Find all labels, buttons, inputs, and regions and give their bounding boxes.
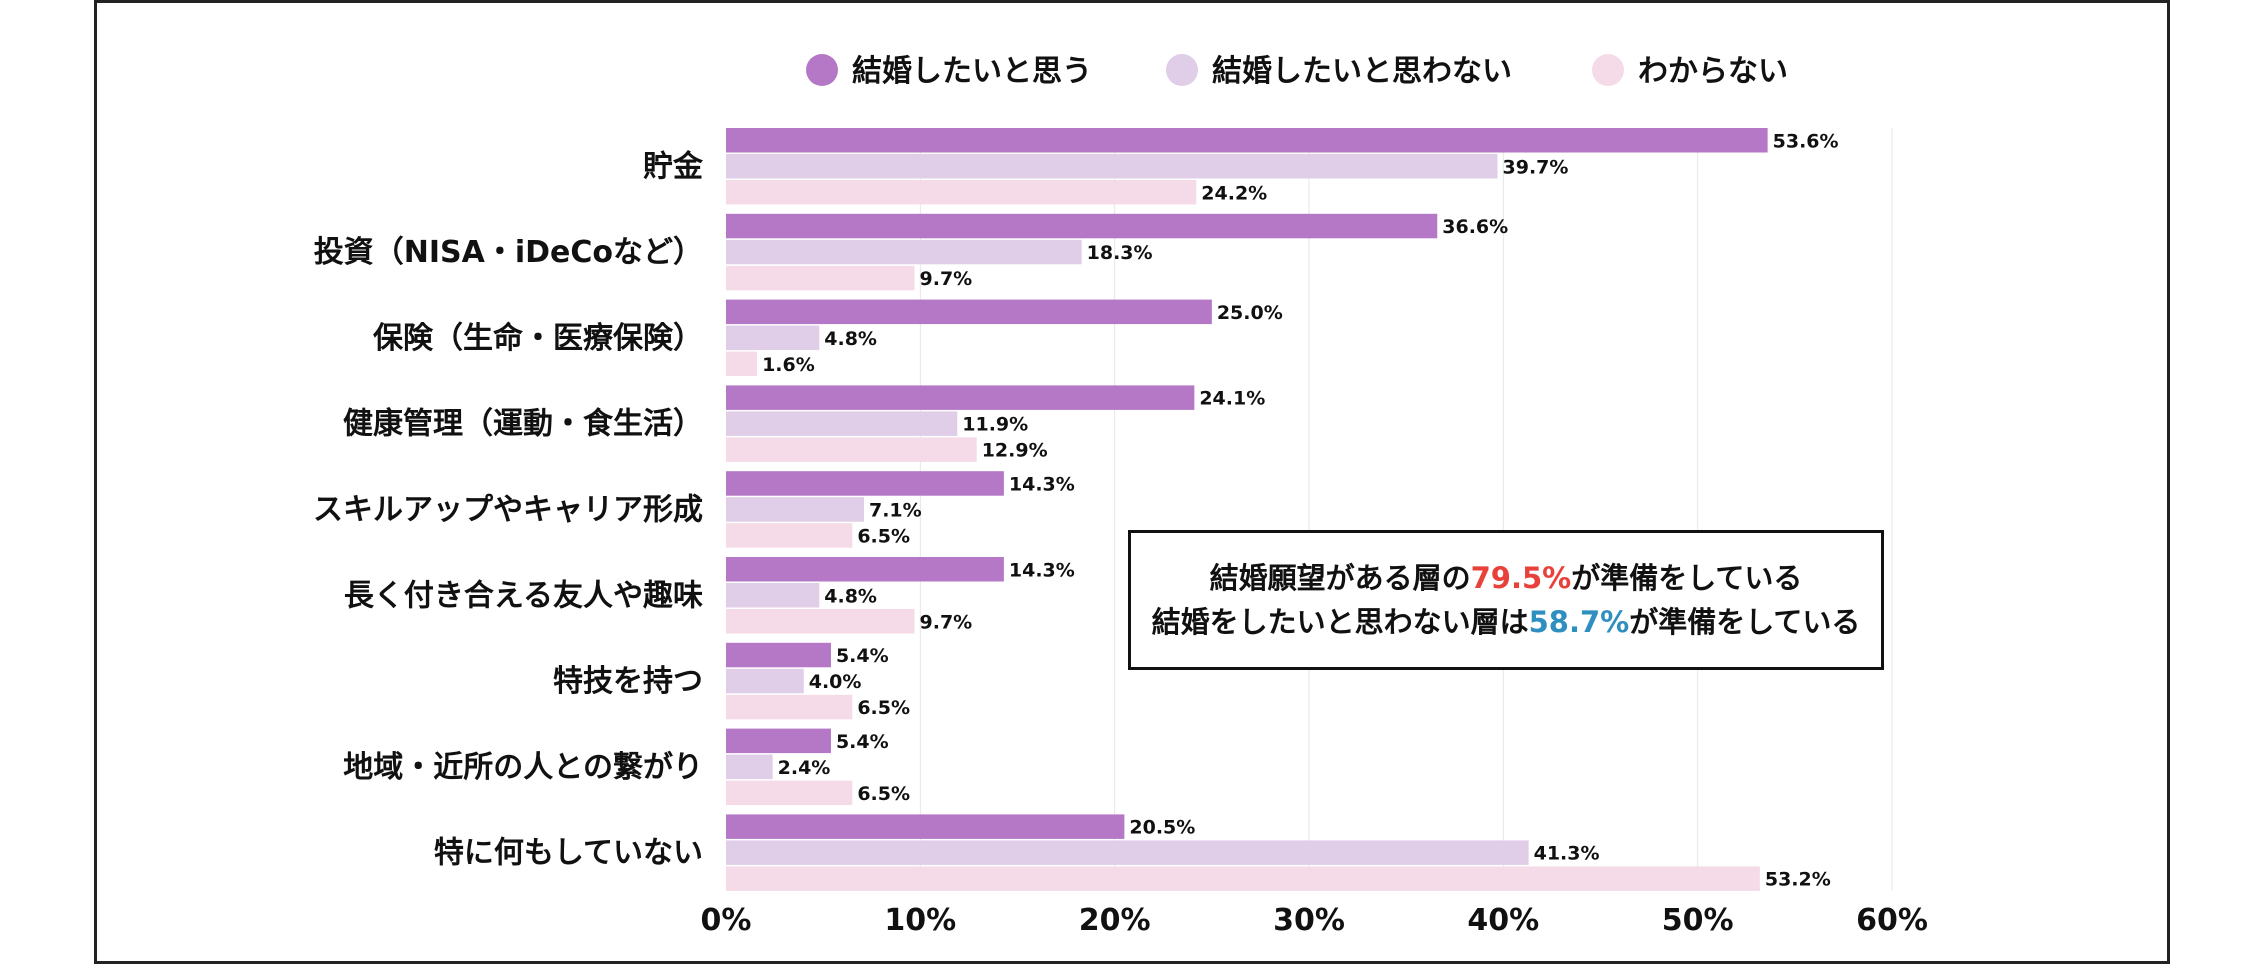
value-label-7-2: 6.5%: [857, 783, 910, 805]
annotation-line-1-post: が準備をしている: [1571, 561, 1803, 595]
bar-0-1: [726, 154, 1498, 179]
bar-0-0: [726, 128, 1768, 153]
bar-5-0: [726, 557, 1004, 582]
value-label-2-1: 4.8%: [824, 328, 877, 350]
value-label-5-0: 14.3%: [1009, 559, 1075, 581]
value-label-2-2: 1.6%: [762, 354, 815, 376]
legend-label-1: 結婚したいと思わない: [1212, 54, 1512, 89]
bar-2-1: [726, 325, 820, 351]
value-label-6-1: 4.0%: [809, 671, 862, 693]
x-axis-ticks: 0% 10% 20% 30% 40% 50% 60%: [701, 903, 1928, 938]
value-label-7-1: 2.4%: [778, 757, 831, 779]
value-label-2-0: 25.0%: [1217, 302, 1283, 324]
bar-7-0: [726, 728, 831, 754]
annotation-box: 結婚願望がある層の79.5%が準備をしている 結婚をしたいと思わない層は58.7…: [1128, 530, 1884, 670]
value-labels: 53.6% 39.7% 24.2% 36.6% 18.3% 9.7% 25.0% 4.8% 1.…: [762, 130, 1838, 890]
value-label-1-2: 9.7%: [920, 268, 973, 290]
bar-4-2: [726, 523, 853, 548]
x-tick-label-1: 10%: [884, 903, 956, 938]
value-label-4-2: 6.5%: [857, 525, 910, 547]
bar-8-0: [726, 814, 1125, 839]
annotation-line-2-post: が準備をしている: [1629, 605, 1861, 639]
annotation-line-2-value: 58.7%: [1528, 605, 1630, 639]
bar-4-1: [726, 497, 864, 522]
value-label-5-1: 4.8%: [824, 585, 877, 607]
value-label-4-0: 14.3%: [1009, 473, 1075, 495]
value-label-8-1: 41.3%: [1534, 843, 1600, 865]
bars: [726, 128, 1768, 891]
legend-marker-0: [806, 54, 838, 86]
category-label-6: 特技を持つ: [553, 664, 703, 699]
x-tick-label-4: 40%: [1467, 903, 1539, 938]
bar-0-2: [726, 180, 1197, 205]
value-label-6-0: 5.4%: [836, 645, 889, 667]
value-label-1-0: 36.6%: [1442, 216, 1508, 238]
x-tick-label-2: 20%: [1079, 903, 1151, 938]
category-label-7: 地域・近所の人との繋がり: [343, 750, 703, 785]
bar-2-2: [726, 351, 758, 377]
value-label-1-1: 18.3%: [1087, 242, 1153, 264]
value-label-7-0: 5.4%: [836, 731, 889, 753]
bar-6-2: [726, 694, 853, 720]
value-label-0-0: 53.6%: [1773, 130, 1839, 152]
legend-label-0: 結婚したいと思う: [852, 54, 1092, 89]
value-label-4-1: 7.1%: [869, 499, 922, 521]
bar-3-0: [726, 385, 1195, 410]
bar-3-1: [726, 411, 958, 436]
value-label-0-1: 39.7%: [1503, 156, 1569, 178]
bar-1-0: [726, 213, 1438, 239]
bar-3-2: [726, 437, 977, 462]
value-label-0-2: 24.2%: [1201, 182, 1267, 204]
x-tick-label-5: 50%: [1662, 903, 1734, 938]
bar-8-2: [726, 866, 1760, 891]
x-tick-label-0: 0%: [701, 903, 752, 938]
annotation-line-1-value: 79.5%: [1470, 561, 1572, 595]
bar-1-2: [726, 265, 915, 291]
category-label-1: 投資（NISA・iDeCoなど）: [314, 235, 703, 270]
legend-marker-2: [1592, 54, 1624, 86]
bar-1-1: [726, 239, 1082, 265]
value-label-5-2: 9.7%: [920, 611, 973, 633]
annotation-line-2: 結婚をしたいと思わない層は58.7%が準備をしている: [1152, 600, 1861, 644]
bar-7-1: [726, 754, 773, 780]
bar-6-1: [726, 668, 804, 694]
annotation-line-1: 結婚願望がある層の79.5%が準備をしている: [1210, 556, 1803, 600]
annotation-line-1-pre: 結婚願望がある層の: [1209, 561, 1471, 595]
value-label-3-0: 24.1%: [1199, 388, 1265, 410]
value-label-3-2: 12.9%: [982, 440, 1048, 462]
value-label-8-2: 53.2%: [1765, 869, 1831, 891]
x-tick-label-6: 60%: [1856, 903, 1928, 938]
bar-6-0: [726, 642, 831, 668]
legend: 結婚したいと思う 結婚したいと思わない わからない: [806, 54, 1788, 89]
bar-5-1: [726, 583, 820, 608]
bar-8-1: [726, 840, 1529, 865]
legend-label-2: わからない: [1638, 54, 1788, 89]
x-tick-label-3: 30%: [1273, 903, 1345, 938]
category-label-2: 保険（生命・医療保険）: [373, 321, 703, 356]
category-label-0: 貯金: [643, 149, 704, 184]
value-label-3-1: 11.9%: [962, 414, 1028, 436]
annotation-line-2-pre: 結婚をしたいと思わない層は: [1151, 605, 1529, 639]
category-label-3: 健康管理（運動・食生活）: [343, 407, 703, 442]
bar-5-2: [726, 609, 915, 634]
legend-marker-1: [1166, 54, 1198, 86]
bar-2-0: [726, 299, 1212, 325]
category-label-5: 長く付き合える友人や趣味: [344, 578, 703, 613]
value-label-8-0: 20.5%: [1129, 817, 1195, 839]
value-label-6-2: 6.5%: [857, 697, 910, 719]
bar-7-2: [726, 780, 853, 806]
bar-4-0: [726, 471, 1004, 496]
category-label-4: スキルアップやキャリア形成: [313, 492, 703, 527]
category-label-8: 特に何もしていない: [434, 836, 703, 871]
